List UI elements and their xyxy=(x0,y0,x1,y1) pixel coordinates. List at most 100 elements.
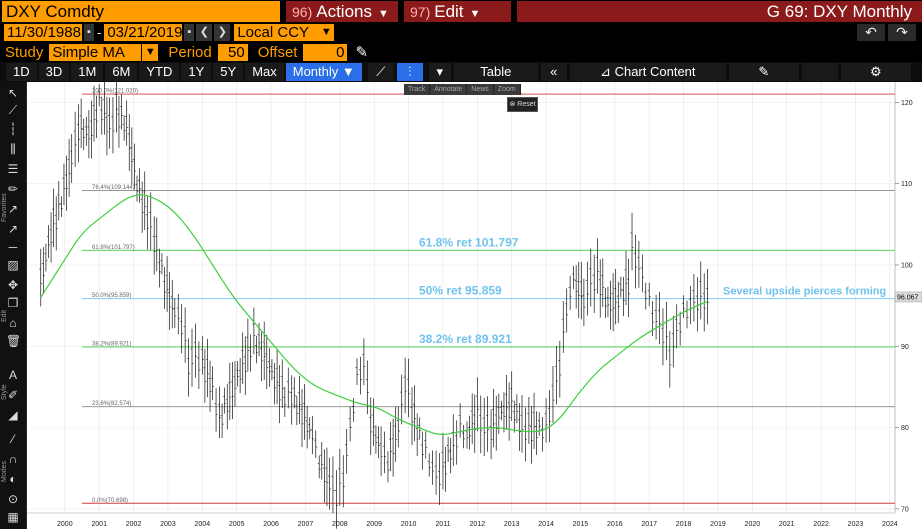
brush-icon[interactable]: ✏ xyxy=(7,182,19,196)
arrow-tool-icon[interactable]: ↗ xyxy=(7,202,19,216)
ohlc-bar xyxy=(130,127,134,185)
copy-icon[interactable]: ❐ xyxy=(7,296,19,310)
ohlc-bar xyxy=(492,388,496,448)
line-chart-icon[interactable]: ⟋ xyxy=(367,63,394,81)
track-tool[interactable]: Track xyxy=(404,84,431,95)
tab-1d[interactable]: 1D xyxy=(6,63,37,81)
chevron-down-icon[interactable]: ▼ xyxy=(142,43,159,61)
move-icon[interactable]: ✥ xyxy=(7,278,19,292)
study-select[interactable]: Simple MA xyxy=(49,43,142,61)
ohlc-bar xyxy=(328,457,332,510)
price-chart[interactable]: 100.0%(121.020) 76.4%(109.144) 61.8%(101.7… xyxy=(27,82,922,529)
ohlc-bar xyxy=(114,82,118,133)
ohlc-bar xyxy=(658,292,662,345)
edit-menu-button[interactable]: 97) Edit ▼ xyxy=(404,1,511,22)
ohlc-bar xyxy=(438,453,442,505)
ohlc-bar xyxy=(678,311,682,346)
tab-ytd[interactable]: YTD xyxy=(139,63,180,81)
pen-mode-icon[interactable]: ⁄ xyxy=(11,432,14,446)
redo-icon[interactable]: ↷ xyxy=(888,24,916,41)
ohlc-bar xyxy=(82,118,86,151)
fill-icon[interactable]: ◢ xyxy=(8,408,18,422)
text-color-icon[interactable]: A xyxy=(8,368,17,382)
actions-menu-button[interactable]: 96) Actions ▼ xyxy=(286,1,398,22)
collapse-icon[interactable]: « xyxy=(540,63,567,81)
period-field[interactable]: 50 xyxy=(217,43,248,61)
lock-icon[interactable]: ⌂ xyxy=(9,316,17,330)
x-tick-label: 2010 xyxy=(401,521,417,528)
ohlc-bar xyxy=(383,431,387,474)
ohlc-bar xyxy=(132,143,136,190)
ohlc-bar xyxy=(386,451,390,483)
ohlc-bar xyxy=(170,279,174,329)
chevron-down-icon[interactable]: ▾ xyxy=(428,63,451,81)
tab-1m[interactable]: 1M xyxy=(71,63,104,81)
ohlc-bar xyxy=(376,426,380,459)
ohlc-bar xyxy=(434,450,438,495)
calendar-icon[interactable]: ▪ xyxy=(184,24,195,41)
undo-icon[interactable]: ↶ xyxy=(857,24,885,41)
tab-1y[interactable]: 1Y xyxy=(181,63,212,81)
y-tick-label: 90 xyxy=(901,344,909,351)
chevron-left-icon[interactable]: ❮ xyxy=(196,24,213,41)
tab-3d[interactable]: 3D xyxy=(38,63,70,81)
sync-icon[interactable]: ◐ xyxy=(9,472,17,486)
ohlc-bar xyxy=(260,330,264,382)
ohlc-bar xyxy=(87,110,91,159)
ohlc-bar xyxy=(267,347,271,387)
ohlc-bar xyxy=(145,196,149,250)
chevron-right-icon[interactable]: ❯ xyxy=(214,24,231,41)
ohlc-bar xyxy=(108,97,112,149)
y-tick-label: 80 xyxy=(901,425,909,432)
ohlc-bar xyxy=(407,358,411,418)
magnet-icon[interactable]: ∩ xyxy=(8,452,18,466)
ohlc-bar xyxy=(568,275,572,310)
tab-max[interactable]: Max xyxy=(245,63,284,81)
line-color-icon[interactable]: ✐ xyxy=(7,388,19,402)
bar-chart-icon[interactable]: ⫶ xyxy=(396,63,423,81)
ohlc-bar xyxy=(523,407,527,462)
reset-button[interactable]: ⊗ Reset xyxy=(507,97,538,112)
spacer-button[interactable] xyxy=(801,63,838,81)
pencil-icon[interactable]: ✎ xyxy=(355,44,369,61)
hline-tool-icon[interactable]: ─ xyxy=(8,240,18,254)
candle-tool-icon[interactable]: ┆ xyxy=(9,122,17,136)
calendar-icon[interactable]: ▪ xyxy=(84,24,94,41)
ticker-field[interactable]: DXY Comdty xyxy=(2,1,280,22)
ohlc-bar xyxy=(619,276,623,298)
x-tick-label: 2022 xyxy=(813,521,829,528)
end-date-field[interactable]: 03/21/2019 xyxy=(104,24,182,41)
ohlc-bar xyxy=(565,288,569,333)
zoom-tool[interactable]: Zoom xyxy=(494,84,521,95)
ohlc-bar xyxy=(265,335,269,390)
ohlc-bar xyxy=(348,406,352,442)
tab-5y[interactable]: 5Y xyxy=(213,63,244,81)
line-tool-icon[interactable]: ⟋ xyxy=(8,103,18,117)
table-button[interactable]: Table xyxy=(453,63,538,81)
trash-icon[interactable]: 🗑 xyxy=(6,334,22,348)
bars-tool-icon[interactable]: ⫼ xyxy=(10,142,16,156)
currency-select[interactable]: Local CCY xyxy=(234,24,319,41)
frequency-select[interactable]: Monthly ▼ xyxy=(285,63,362,81)
ohlc-bar xyxy=(614,268,618,325)
layers-icon[interactable]: ▦ xyxy=(7,510,19,524)
chevron-down-icon[interactable]: ▼ xyxy=(318,24,335,41)
edit-chart-icon[interactable]: ✎ xyxy=(728,63,799,81)
fib-tool-icon[interactable]: ☰ xyxy=(7,162,19,176)
ohlc-bar xyxy=(246,318,250,372)
ray-tool-icon[interactable]: ↗ xyxy=(7,222,19,236)
retracement-annotation: Several upside pierces forming xyxy=(723,286,886,298)
fib-level-label: 61.8%(101.797) xyxy=(92,245,135,251)
cursor-icon[interactable]: ↖ xyxy=(7,86,19,100)
ohlc-bar xyxy=(67,138,71,197)
gear-icon[interactable]: ⚙ xyxy=(840,63,911,81)
tab-6m[interactable]: 6M xyxy=(105,63,138,81)
pin-icon[interactable]: ⊙ xyxy=(7,492,19,506)
start-date-field[interactable]: 11/30/1988 xyxy=(4,24,82,41)
chart-content-button[interactable]: ⊿ Chart Content xyxy=(569,63,726,81)
news-tool[interactable]: News xyxy=(467,84,494,95)
ohlc-bar xyxy=(262,321,266,380)
offset-field[interactable]: 0 xyxy=(303,43,348,61)
channel-tool-icon[interactable]: ▨ xyxy=(7,258,19,272)
annotate-tool[interactable]: Annotate xyxy=(430,84,468,95)
